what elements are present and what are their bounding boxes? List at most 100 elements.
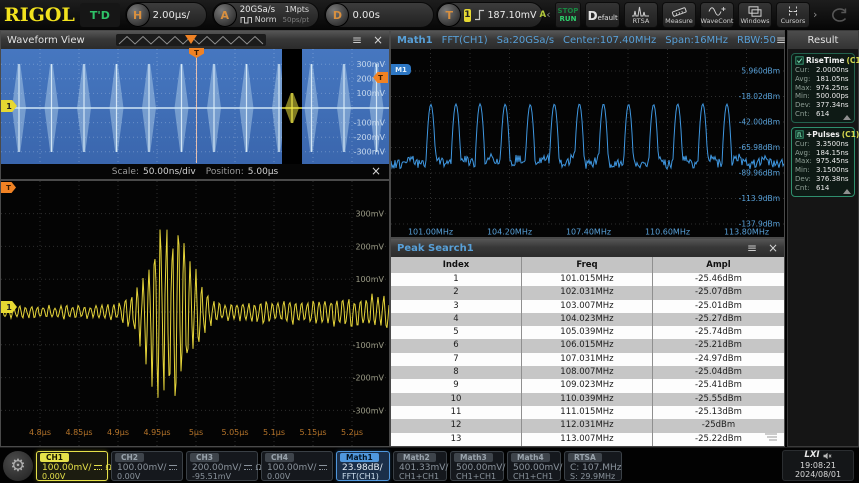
acquire-control[interactable]: A 20GSa/s Norm 1Mpts 50ps/pt <box>211 2 320 28</box>
peak-table-row[interactable]: 5 105.039MHz -25.74dBm <box>391 326 784 340</box>
horizontal-scale-control[interactable]: H 2.00μs/ <box>124 2 207 28</box>
system-status-box[interactable]: LXI 19:08:21 2024/08/01 <box>782 450 854 481</box>
toolbar-button-measure[interactable]: Measure <box>661 2 696 28</box>
peak-table-row[interactable]: 11 111.015MHz -25.13dBm <box>391 405 784 420</box>
horizontal-scale-value: 2.00μs/ <box>152 9 190 21</box>
collapse-arrow-icon[interactable] <box>843 114 851 120</box>
channel-offset: -95.51mV <box>192 471 232 481</box>
close-icon[interactable]: × <box>767 241 778 255</box>
stat-label: Cur: <box>795 139 810 148</box>
zoom-x-tick-label: 4.9μs <box>107 428 129 437</box>
zoom-waveform-window[interactable]: 300mV 200mV 100mV -100mV -200mV -300mV 4.8μs 4.… <box>0 180 390 447</box>
peak-table-cell: 7 <box>391 352 522 367</box>
fft-x-tick-label: 113.80MHz <box>724 228 769 237</box>
top-toolbar: RIGOL T'D H 2.00μs/ A 20GSa/s Norm 1Mpts… <box>0 0 859 30</box>
peak-table-row[interactable]: 4 104.023MHz -25.27dBm <box>391 312 784 327</box>
math-titlebar[interactable]: Math1 FFT(CH1) Sa:20GSa/s Center:107.40MHz… <box>391 31 807 49</box>
default-button[interactable]: D efault <box>585 2 620 28</box>
measurement-block-risetime[interactable]: RiseTime(C1)Cur:2.0000nsAvg:181.05nsMax:… <box>791 53 859 123</box>
peak-table-row[interactable]: 1 101.015MHz -25.46dBm <box>391 273 784 287</box>
math-subtitle-segment: FFT(CH1) <box>441 34 488 46</box>
timebase-minimap[interactable] <box>116 34 266 46</box>
channel-box-ch4[interactable]: CH4 100.00mV/0.00V <box>261 450 333 481</box>
delay-value: 0.00s <box>352 9 380 21</box>
math1-trace-marker[interactable]: M1 <box>391 64 411 75</box>
peak-table-row[interactable]: 2 102.031MHz -25.07dBm <box>391 286 784 300</box>
wfv-y-tick-label: 300mV <box>356 60 385 69</box>
collapse-arrow-icon[interactable] <box>843 188 851 194</box>
menu-icon[interactable]: ≡ <box>351 33 362 47</box>
peak-table-row[interactable]: 6 106.015MHz -25.21dBm <box>391 339 784 353</box>
pulse-icon[interactable] <box>795 130 804 139</box>
peak-table-cell: 13 <box>391 432 522 446</box>
position-value[interactable]: 5.00μs <box>247 166 279 177</box>
channel-box-ch1[interactable]: CH1 100.00mV/Ω 0.00V <box>36 450 112 481</box>
checkbox-checked-icon[interactable] <box>795 56 804 65</box>
delay-control[interactable]: D 0.00s <box>324 2 435 28</box>
peak-table-row[interactable]: 7 107.031MHz -24.97dBm <box>391 352 784 367</box>
peak-table-cell: 113.007MHz <box>522 432 653 446</box>
menu-icon[interactable]: ≡ <box>775 33 786 47</box>
peak-table-cell: 108.007MHz <box>522 366 653 380</box>
zoom-close-icon[interactable]: × <box>370 164 381 178</box>
toolbar-scroll-right[interactable]: › <box>812 8 818 21</box>
fft-canvas[interactable]: 5.960dBm -18.02dBm -42.00dBm -65.98dBm -89.9… <box>391 49 784 237</box>
peak-table-row[interactable]: 8 108.007MHz -25.04dBm <box>391 366 784 380</box>
stat-label: Max: <box>795 157 812 166</box>
resize-grip-icon[interactable] <box>763 432 779 442</box>
peak-table-row[interactable]: 12 112.031MHz -25dBm <box>391 419 784 433</box>
channel-tab-label: Math2 <box>397 452 436 462</box>
math-box-math3[interactable]: Math3 500.00mV/CH1+CH1 <box>450 450 505 481</box>
math-box-math4[interactable]: Math4 500.00mV/CH1+CH1 <box>507 450 562 481</box>
trigger-level-value: 187.10mV <box>487 9 537 21</box>
zoom-trigger-marker[interactable]: T <box>1 182 16 193</box>
trigger-control[interactable]: T 1 187.10mV A <box>436 2 546 28</box>
math-box-math1[interactable]: Math1 23.98dB/FFT(CH1) <box>336 450 390 481</box>
trigger-position-marker[interactable]: T <box>189 48 204 58</box>
peak-search-titlebar[interactable]: Peak Search1 ≡ × <box>391 239 784 257</box>
toolbar-button-cursors[interactable]: Cursors <box>775 2 810 28</box>
waveform-view-titlebar[interactable]: Waveform View ≡ × <box>1 31 389 49</box>
toolbar-button-windows[interactable]: Windows <box>737 2 772 28</box>
peak-table-row[interactable]: 9 109.023MHz -25.41dBm <box>391 379 784 393</box>
peak-table-cell: 10 <box>391 392 522 406</box>
toolbar-scroll-left[interactable]: ‹ <box>546 8 551 21</box>
toolbar-button-rtsa[interactable]: RTSA <box>623 2 658 28</box>
run-label: RUN <box>559 15 577 23</box>
zoom-channel1-marker[interactable]: 1 <box>1 301 17 313</box>
acquire-knob[interactable]: A <box>212 3 237 27</box>
peak-table-cell: 109.023MHz <box>522 379 653 393</box>
channel-box-ch3[interactable]: CH3 200.00mV/Ω -95.51mV <box>186 450 262 481</box>
menu-icon[interactable]: ≡ <box>746 241 757 255</box>
toolbar-button-wavecont[interactable]: WaveCont <box>699 2 734 28</box>
scale-value[interactable]: 50.00ns/div <box>142 166 196 177</box>
peak-table-cell: -25dBm <box>701 420 736 431</box>
peak-table-cell: -25.46dBm <box>695 274 742 284</box>
peak-table-row[interactable]: 13 113.007MHz -25.22dBm <box>391 432 784 446</box>
fft-x-tick-label: 107.40MHz <box>566 228 611 237</box>
measurement-block-pulses[interactable]: +Pulses (C1) Cur: 3.3500ns Avg: 184.15ns Max: 9… <box>791 126 859 197</box>
trigger-knob[interactable]: T <box>437 3 462 27</box>
math-box-rtsa[interactable]: RTSA C: 107.MHz S: 29.9MHz <box>564 450 622 481</box>
channel1-level-marker[interactable]: 1 <box>1 100 17 112</box>
close-icon[interactable]: × <box>372 33 383 47</box>
math-box-math2[interactable]: Math2 401.33mV/CH1+CH1 <box>393 450 448 481</box>
peak-table-row[interactable]: 10 110.039MHz -25.55dBm <box>391 392 784 406</box>
refresh-rotate-button[interactable] <box>825 2 855 28</box>
measurement-stat-row: Max: 974.25ns <box>795 84 851 93</box>
stop-run-button[interactable]: STOP RUN <box>554 2 582 28</box>
zoom-x-tick-label: 5.15μs <box>299 428 326 437</box>
delay-knob[interactable]: D <box>325 3 350 27</box>
trigger-level-marker[interactable]: T <box>373 72 388 83</box>
waveform-view-plot[interactable]: 300mV 200mV 100mV -100mV -200mV -300mV <box>1 49 389 164</box>
channel-offset: FFT(CH1) <box>342 471 379 481</box>
peak-table-row[interactable]: 3 103.007MHz -25.01dBm <box>391 299 784 313</box>
peak-table-cell: 1 <box>391 273 522 287</box>
horizontal-knob[interactable]: H <box>125 3 150 27</box>
wfv-y-tick-label: -200mV <box>354 133 386 142</box>
peak-table-cell: -25.55dBm <box>695 393 742 404</box>
channel-box-ch2[interactable]: CH2 100.00mV/0.00V <box>111 450 183 481</box>
system-gear-icon[interactable]: ⚙ <box>3 450 33 481</box>
rigol-logo: RIGOL <box>4 4 75 26</box>
result-panel-title[interactable]: Result <box>788 31 858 49</box>
